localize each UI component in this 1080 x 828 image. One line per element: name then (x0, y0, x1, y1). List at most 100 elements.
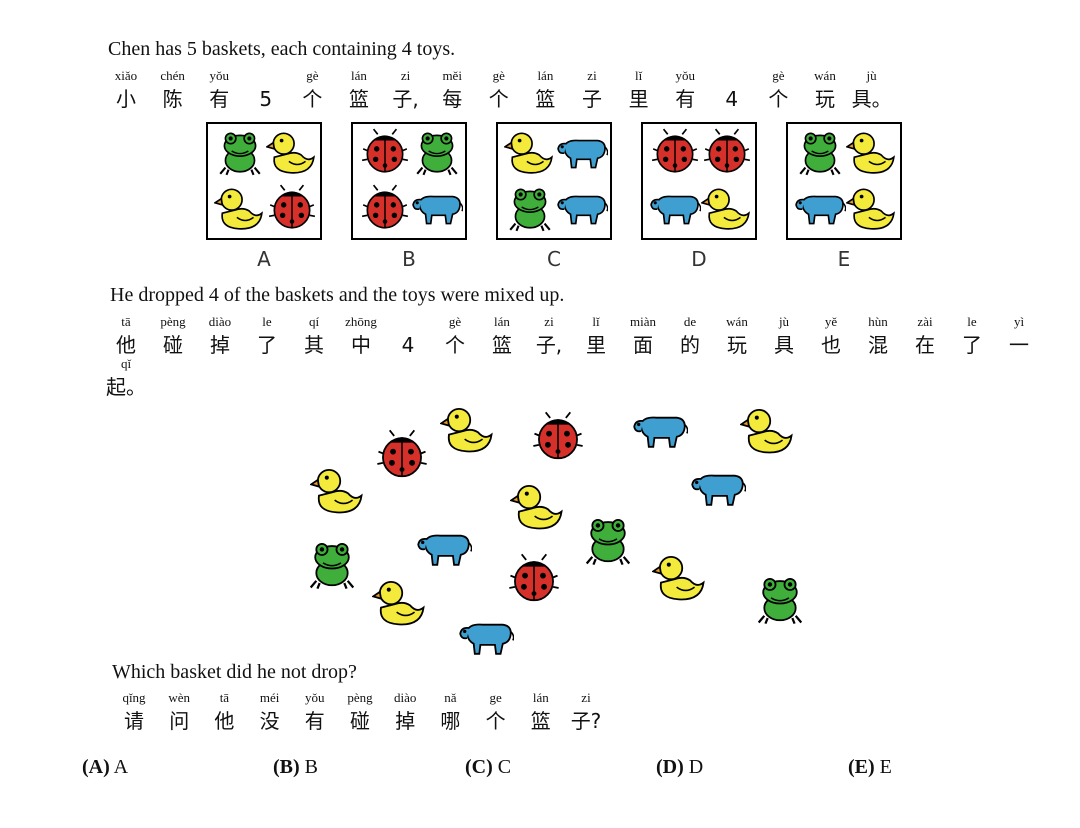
hanzi: 碰 (163, 333, 183, 357)
basket-e (786, 122, 902, 240)
hanzi: 了 (257, 333, 277, 357)
pinyin-char: lán 篮 (525, 68, 565, 112)
pinyin: qí (308, 314, 320, 329)
ladybug-icon (377, 429, 427, 478)
pinyin: gè (492, 68, 505, 83)
pinyin-char: nǎ 哪 (430, 690, 470, 734)
hanzi: 碰 (350, 709, 370, 733)
pinyin: zi (544, 314, 554, 329)
hanzi: 掉 (210, 333, 230, 357)
hanzi: 面 (633, 333, 653, 357)
pinyin-char: tā 他 (106, 314, 146, 358)
hanzi: 陈 (162, 87, 183, 111)
option-text: A (113, 756, 129, 778)
pinyin: gè (448, 314, 462, 329)
hanzi: 子 (582, 87, 602, 111)
pinyin-char: yì 一 (999, 314, 1039, 358)
pinyin-char: lǐ 里 (619, 68, 659, 112)
pinyin: méi (259, 690, 280, 705)
basket-a (206, 122, 322, 240)
hanzi: 个 (488, 87, 509, 111)
pinyin-char: diào 掉 (385, 690, 425, 734)
ladybug-icon (703, 128, 751, 173)
hanzi: 在 (915, 333, 935, 357)
pinyin: qǐ (120, 356, 132, 371)
pinyin-char: lán 篮 (482, 314, 522, 358)
pinyin: lán (532, 690, 549, 705)
pinyin-char: lán 篮 (521, 690, 561, 734)
hanzi: 小 (116, 87, 136, 111)
hanzi: 个 (302, 87, 323, 111)
option-key: (D) (656, 756, 684, 778)
pinyin: yǒu (305, 690, 325, 705)
option-e[interactable]: (E) E (848, 756, 892, 779)
cow-icon (650, 195, 701, 225)
basket-label: A (257, 247, 271, 271)
duck-icon (372, 580, 425, 626)
pinyin-char: de 的 (670, 314, 710, 358)
hanzi: 了 (962, 333, 982, 357)
option-text: B (304, 756, 319, 778)
pinyin-char: jù 具。 (852, 68, 892, 112)
pinyin: yǒu (209, 68, 229, 83)
pinyin-char: 4 (712, 68, 752, 112)
hanzi: 哪 (440, 709, 461, 733)
question-dropped-english: He dropped 4 of the baskets and the toys… (110, 284, 565, 306)
pinyin: jù (778, 314, 790, 329)
frog-icon (219, 132, 261, 176)
duck-icon (846, 132, 895, 174)
hanzi: 子, (392, 87, 419, 111)
pinyin-char: yě 也 (811, 314, 851, 358)
pinyin: miàn (630, 314, 656, 329)
frog-icon (757, 577, 803, 625)
hanzi: 具。 (851, 87, 892, 111)
option-d[interactable]: (D) D (656, 756, 703, 779)
pinyin: le (262, 314, 272, 329)
pinyin-char: jù 具 (764, 314, 804, 358)
pinyin-char: pèng 碰 (153, 314, 193, 358)
pinyin: lán (351, 68, 367, 83)
hanzi: 4 (725, 87, 739, 111)
hanzi: 子? (570, 709, 602, 733)
pinyin: zhōng (345, 314, 377, 329)
option-b[interactable]: (B) B (273, 756, 318, 779)
pinyin-char: 5 (246, 68, 286, 112)
option-key: (A) (82, 756, 110, 778)
basket-b (351, 122, 467, 240)
pinyin: yě (824, 314, 838, 329)
pinyin-char: gè 个 (758, 68, 798, 112)
pinyin: lán (537, 68, 554, 83)
hanzi: 5 (259, 87, 273, 111)
option-key: (B) (273, 756, 300, 778)
hanzi: 他 (116, 333, 136, 357)
hanzi: 篮 (535, 87, 556, 111)
option-key: (C) (465, 756, 493, 778)
basket-c (496, 122, 612, 240)
hanzi: 篮 (530, 709, 551, 733)
pinyin: gè (772, 68, 785, 83)
pinyin: chén (160, 68, 185, 83)
cow-icon (417, 534, 472, 566)
hanzi: 没 (259, 709, 280, 733)
pinyin-char: lán 篮 (339, 68, 379, 112)
pinyin-char: gè 个 (479, 68, 519, 112)
option-c[interactable]: (C) C (465, 756, 511, 779)
pinyin-char: méi 没 (250, 690, 290, 734)
question-prompt-english: Which basket did he not drop? (112, 661, 357, 683)
hanzi: 每 (442, 87, 463, 111)
ladybug-icon (651, 128, 699, 173)
frog-icon (585, 518, 631, 566)
pinyin-char: le 了 (247, 314, 287, 358)
option-a[interactable]: (A) A (82, 756, 128, 779)
pinyin-char: 4 (388, 314, 428, 358)
pinyin: jù (866, 68, 877, 83)
frog-icon (416, 132, 458, 176)
pinyin-char: gè 个 (292, 68, 332, 112)
cow-icon (412, 195, 463, 225)
cow-icon (633, 416, 688, 448)
pinyin: lán (494, 314, 510, 329)
pinyin-char: zi 子? (566, 690, 606, 734)
hanzi: 有 (675, 87, 696, 111)
cow-icon (459, 623, 514, 655)
hanzi: 具 (774, 333, 794, 357)
